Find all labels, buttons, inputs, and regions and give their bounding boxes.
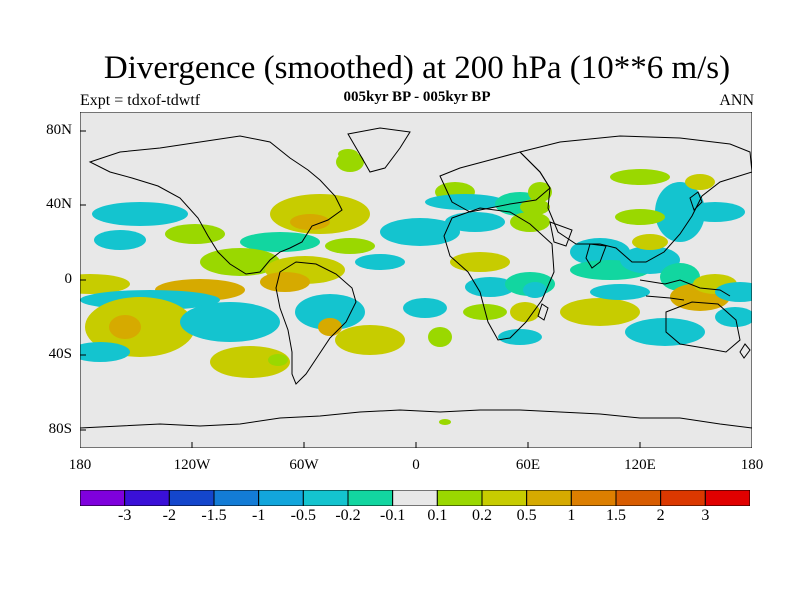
field-blob	[338, 149, 358, 159]
y-tick-label: 80S	[48, 421, 72, 437]
field-blob	[625, 318, 705, 346]
map-plot	[80, 112, 752, 448]
field-blob	[570, 238, 630, 266]
field-blob	[428, 327, 452, 347]
field-blob	[520, 199, 550, 215]
x-tick-label: 60W	[289, 457, 319, 473]
colorbar-label: -0.5	[290, 507, 316, 524]
axis-ticks	[80, 130, 752, 448]
field-blob	[80, 274, 130, 294]
field-blob	[92, 202, 188, 226]
field-blob	[560, 298, 640, 326]
x-tick-label: 0	[412, 457, 420, 473]
field-blob	[165, 224, 225, 244]
season-label: ANN	[719, 92, 754, 109]
field-blob	[528, 182, 552, 202]
colorbar-label: 1.5	[606, 507, 626, 524]
colorbar-label: 3	[701, 507, 710, 524]
field-blob	[335, 325, 405, 355]
field-blob	[403, 298, 447, 318]
colorbar-label: -3	[117, 507, 132, 524]
field-blob	[450, 252, 510, 272]
colorbar-swatch	[436, 490, 483, 506]
field-blob	[523, 282, 547, 298]
field-blob	[655, 182, 705, 242]
field-blob	[268, 354, 288, 366]
x-tick-label: 120W	[173, 457, 211, 473]
field-blob	[715, 307, 752, 327]
field-blob	[80, 342, 130, 362]
field-blob	[200, 248, 280, 276]
field-blob	[590, 284, 650, 300]
field-blob	[290, 214, 330, 230]
field-blob	[510, 302, 540, 322]
y-tick-label: 40S	[48, 346, 72, 362]
colorbar-label: 0.5	[516, 507, 537, 524]
x-tick-label: 60E	[515, 457, 541, 473]
colorbar-label: -0.1	[379, 507, 406, 524]
x-tick-label: 180	[740, 457, 764, 473]
colorbar-swatch	[124, 490, 170, 506]
field-blob	[94, 230, 146, 250]
field-blob	[318, 318, 342, 336]
colorbar-label: -1	[251, 507, 266, 524]
field-blob	[685, 202, 745, 222]
field-blob	[498, 329, 542, 345]
colorbar-swatch	[704, 490, 750, 506]
colorbar-swatch	[481, 490, 528, 506]
field-blob	[465, 277, 515, 297]
field-blob	[240, 232, 320, 252]
colorbar-swatch	[302, 490, 349, 506]
field-blob	[615, 209, 665, 225]
field-blob	[355, 254, 405, 270]
field-blob	[632, 234, 668, 250]
colorbar-swatch	[660, 490, 706, 506]
colorbar-swatch	[213, 490, 260, 506]
coastlines	[80, 127, 752, 429]
field-blob	[425, 194, 505, 210]
field-blob	[439, 419, 451, 425]
divergence-fields	[80, 149, 752, 425]
y-tick-label: 80N	[46, 122, 72, 138]
experiment-label: Expt = tdxof-tdwtf	[80, 92, 201, 109]
field-blob	[685, 174, 715, 190]
colorbar-label: 0.1	[427, 507, 448, 524]
colorbar-label: 2	[656, 507, 665, 524]
colorbar-swatch	[168, 490, 215, 506]
colorbar-swatch	[80, 490, 126, 506]
colorbar	[80, 490, 750, 506]
field-blob	[510, 212, 550, 232]
map-background	[80, 112, 752, 448]
y-tick-label: 40N	[46, 196, 72, 212]
colorbar-swatch	[526, 490, 572, 506]
colorbar-label: -2	[162, 507, 176, 524]
colorbar-swatch	[347, 490, 394, 506]
colorbar-label: 1	[567, 507, 576, 524]
y-tick-label: 0	[64, 271, 73, 287]
field-blob	[260, 272, 310, 292]
colorbar-label: 0.2	[472, 507, 492, 524]
field-blob	[109, 315, 141, 339]
subtitle: 005kyr BP - 005kyr BP	[343, 89, 491, 105]
x-tick-label: 180	[68, 457, 92, 473]
colorbar-swatch	[258, 490, 304, 506]
field-blob	[445, 212, 505, 232]
x-tick-label: 120E	[624, 457, 656, 473]
field-blob	[715, 282, 752, 302]
field-blob	[325, 238, 375, 254]
field-blob	[380, 218, 460, 246]
field-blob	[180, 302, 280, 342]
field-blob	[210, 346, 290, 378]
field-blob	[295, 294, 365, 330]
chart-title: Divergence (smoothed) at 200 hPa (10**6 …	[103, 50, 731, 86]
colorbar-label: -1.5	[201, 507, 227, 524]
colorbar-swatch	[570, 490, 617, 506]
colorbar-label: -0.2	[335, 507, 361, 524]
colorbar-swatch	[615, 490, 662, 506]
field-blob	[610, 169, 670, 185]
colorbar-swatch	[392, 490, 438, 506]
